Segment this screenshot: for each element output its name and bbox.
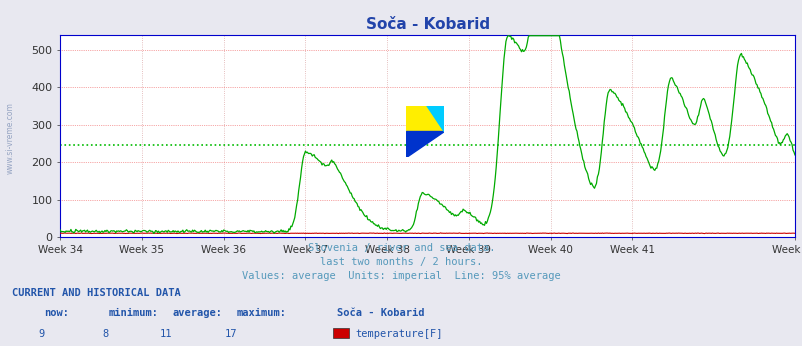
Text: average:: average:	[172, 308, 222, 318]
Text: maximum:: maximum:	[237, 308, 286, 318]
Text: 8: 8	[102, 329, 108, 339]
Text: CURRENT AND HISTORICAL DATA: CURRENT AND HISTORICAL DATA	[12, 288, 180, 298]
Text: Values: average  Units: imperial  Line: 95% average: Values: average Units: imperial Line: 95…	[242, 271, 560, 281]
Text: minimum:: minimum:	[108, 308, 158, 318]
Bar	[405, 106, 444, 131]
Text: Soča - Kobarid: Soča - Kobarid	[337, 308, 424, 318]
Text: last two months / 2 hours.: last two months / 2 hours.	[320, 257, 482, 267]
Text: 11: 11	[160, 329, 172, 339]
Text: www.si-vreme.com: www.si-vreme.com	[6, 102, 15, 174]
Text: temperature[F]: temperature[F]	[354, 329, 442, 339]
Text: 9: 9	[38, 329, 44, 339]
Text: now:: now:	[44, 308, 69, 318]
Text: Slovenia / river and sea data.: Slovenia / river and sea data.	[307, 243, 495, 253]
Polygon shape	[426, 106, 444, 131]
Title: Soča - Kobarid: Soča - Kobarid	[365, 17, 489, 32]
Polygon shape	[405, 131, 444, 157]
Text: 17: 17	[224, 329, 237, 339]
